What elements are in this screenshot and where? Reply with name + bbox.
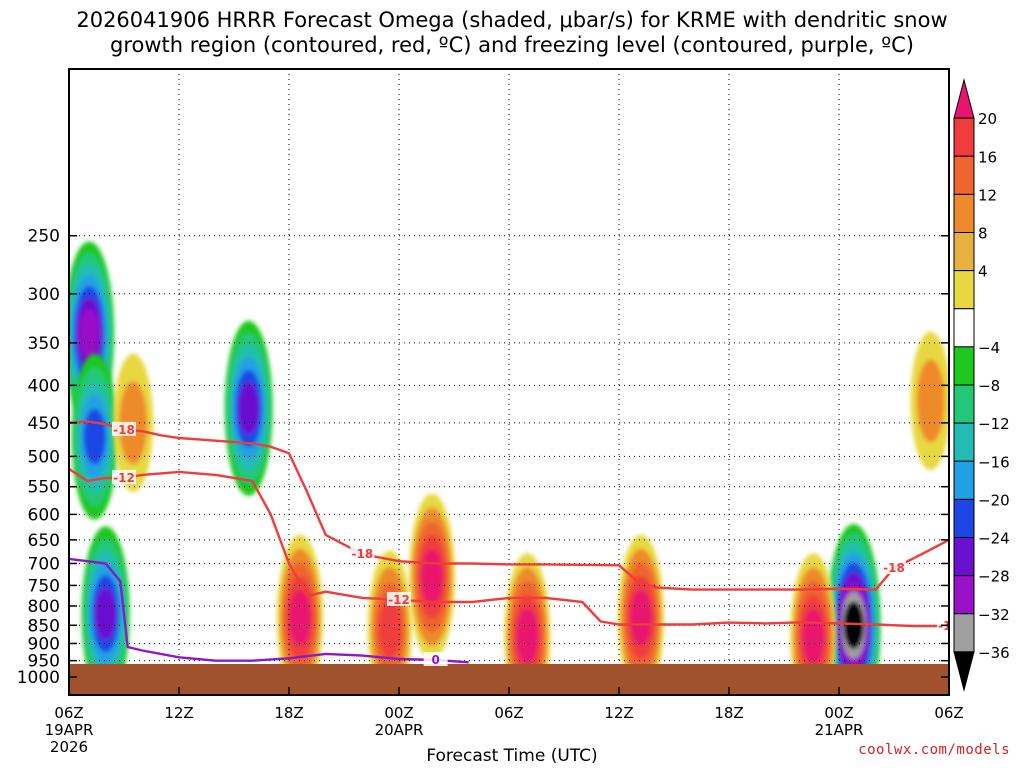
contour-line--18 (69, 420, 949, 591)
contour-label--12: -12 (113, 471, 135, 485)
contour-line-0 (69, 557, 469, 664)
contour-label-0: 0 (431, 653, 439, 667)
colorbar-band-12 (953, 537, 975, 577)
omega-feature-1 (71, 353, 118, 520)
contour-label-bg (112, 421, 136, 436)
colorbar-label-7: −12 (978, 415, 1010, 433)
omega-field (69, 241, 949, 695)
colorbar-band-9 (953, 422, 975, 462)
x-tick-label-42-0: 00Z (824, 704, 853, 722)
y-tick-label-500: 500 (28, 447, 60, 467)
colorbar-label-2: 12 (978, 186, 997, 204)
colorbar-label-3: 8 (978, 225, 988, 243)
x-tick-label-24-0: 06Z (494, 704, 523, 722)
colorbar: 20 16 12 8 4 −4 −8 −12 −16 −20 −24 −28 −32 −36 (953, 78, 1010, 692)
colorbar-label-1: 16 (978, 148, 997, 166)
contour-line--12 (69, 467, 949, 628)
y-tick-label-750: 750 (28, 576, 60, 596)
colorbar-band-11 (953, 498, 975, 538)
colorbar-label-11: −28 (978, 568, 1010, 586)
x-tick-label-0-1: 19APR (45, 721, 94, 739)
y-tick-label-950: 950 (28, 652, 60, 672)
omega-feature-4 (224, 320, 273, 496)
omega-band (289, 589, 311, 646)
omega-band (238, 382, 260, 435)
y-tick-label-350: 350 (28, 334, 60, 354)
colorbar-band-4 (953, 232, 975, 272)
credit-text: coolwx.com/models (858, 742, 1010, 758)
chart-title-line-2: growth region (contoured, red, ºC) and f… (110, 33, 914, 57)
x-tick-label-30-0: 12Z (604, 704, 633, 722)
y-tick-label-550: 550 (28, 478, 60, 498)
omega-band (630, 589, 652, 646)
y-tick-label-800: 800 (28, 597, 60, 617)
y-tick-label-300: 300 (28, 285, 60, 305)
y-tick-label-400: 400 (28, 376, 60, 396)
axes: 2503003504004505005506006507007508008509… (17, 68, 964, 756)
y-tick-label-450: 450 (28, 414, 60, 434)
x-tick-label-42-1: 21APR (815, 721, 864, 739)
colorbar-label-4: 4 (978, 263, 988, 281)
omega-feature-7 (409, 493, 455, 660)
colorbar-bottom-arrow (953, 651, 975, 692)
temperature-contours: -18-18-18-12-12-120 (69, 420, 949, 667)
colorbar-label-13: −36 (978, 644, 1010, 662)
omega-band (421, 549, 443, 605)
colorbar-label-10: −24 (978, 530, 1010, 548)
contour-label-bg (387, 591, 411, 606)
contour-label--18: -18 (351, 547, 373, 561)
contour-label-bg (423, 652, 448, 667)
y-tick-label-600: 600 (28, 505, 60, 525)
contour-label-bg (112, 469, 136, 484)
omega-band (78, 308, 100, 359)
colorbar-label-6: −8 (978, 377, 1000, 395)
omega-band (802, 608, 825, 665)
omega-band (843, 601, 864, 649)
colorbar-label-8: −16 (978, 453, 1010, 471)
x-tick-label-0-2: 2026 (50, 738, 88, 756)
x-tick-label-36-0: 18Z (714, 704, 743, 722)
colorbar-label-12: −32 (978, 606, 1010, 624)
x-tick-label-0-0: 06Z (54, 704, 83, 722)
colorbar-top-arrow (953, 78, 975, 119)
y-tick-label-700: 700 (28, 554, 60, 574)
contour-label--12: -12 (388, 593, 410, 607)
chart-title-line-1: 2026041906 HRRR Forecast Omega (shaded, … (76, 8, 948, 32)
x-tick-label-18-0: 00Z (384, 704, 413, 722)
y-tick-label-900: 900 (28, 634, 60, 654)
colorbar-band-10 (953, 460, 975, 500)
y-tick-label-250: 250 (28, 227, 60, 247)
colorbar-band-13 (953, 575, 975, 615)
x-tick-label-6-0: 12Z (164, 704, 193, 722)
colorbar-label-0: 20 (978, 110, 997, 128)
colorbar-band-5 (953, 270, 975, 310)
x-axis-title: Forecast Time (UTC) (426, 746, 598, 766)
contour-label--18: -18 (113, 423, 135, 437)
colorbar-band-3 (953, 193, 975, 233)
colorbar-label-5: −4 (978, 339, 1000, 357)
contour-label-bg (350, 546, 375, 561)
x-tick-label-48-0: 06Z (934, 704, 963, 722)
colorbar-band-14 (953, 613, 975, 653)
omega-band (95, 587, 117, 641)
x-tick-label-18-1: 20APR (375, 721, 424, 739)
colorbar-band-1 (953, 117, 975, 157)
y-tick-label-1000: 1000 (17, 668, 60, 688)
colorbar-band-7 (953, 346, 975, 386)
omega-feature-12 (910, 331, 949, 471)
omega-band (378, 598, 402, 660)
contour-label--18: -18 (883, 561, 905, 575)
y-tick-label-850: 850 (28, 616, 60, 636)
omega-band (516, 608, 539, 665)
colorbar-band-8 (953, 384, 975, 424)
colorbar-band-6 (953, 308, 975, 348)
y-tick-label-650: 650 (28, 531, 60, 551)
contour-label-bg (882, 559, 906, 574)
x-tick-label-12-0: 18Z (274, 704, 303, 722)
omega-feature-2 (81, 526, 130, 695)
colorbar-band-2 (953, 155, 975, 195)
omega-band (916, 359, 945, 443)
colorbar-label-9: −20 (978, 491, 1010, 509)
